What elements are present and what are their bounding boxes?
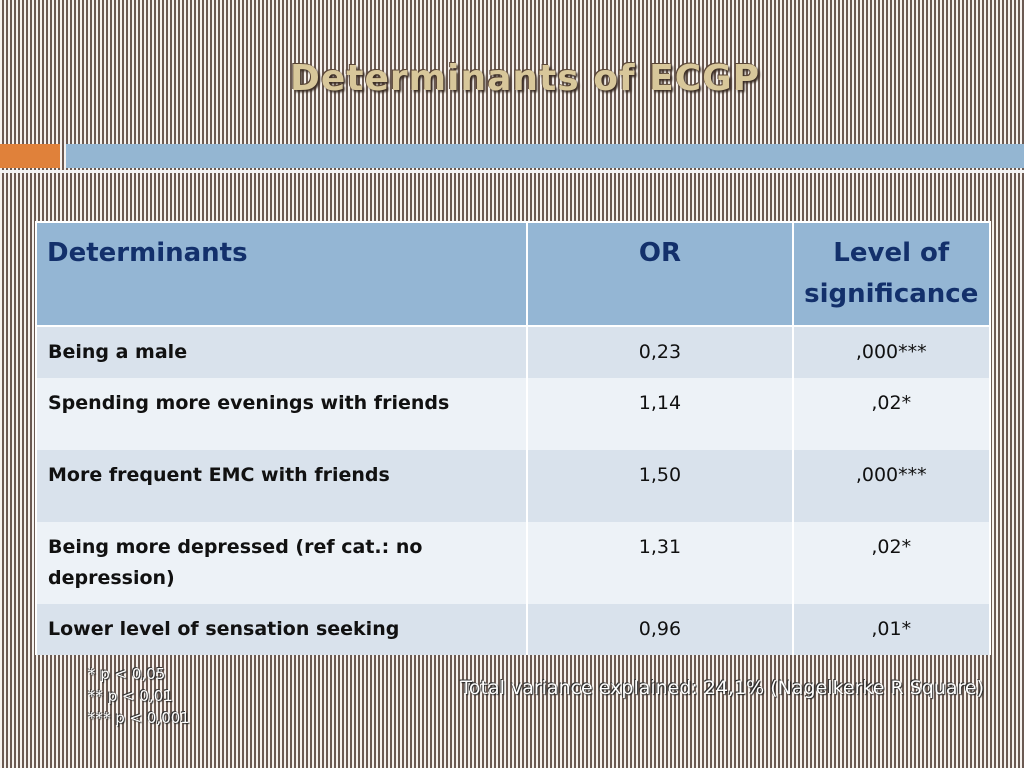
accent-bar-blue <box>66 144 1024 168</box>
significance-cell: ,02* <box>791 522 992 604</box>
note-line: ** p < 0,01 <box>88 687 173 705</box>
determinant-cell: Being a male <box>34 326 529 378</box>
significance-cell: ,000*** <box>791 326 992 378</box>
determinants-table: Determinants OR Level of significance Be… <box>34 221 992 655</box>
note-line: *** p < 0,001 <box>88 709 190 727</box>
table-row: Being more depressed (ref cat.: no depre… <box>34 522 992 604</box>
significance-notes: * p < 0,05 ** p < 0,01 *** p < 0,001 <box>88 663 190 729</box>
divider-line <box>0 170 1024 173</box>
determinant-cell: More frequent EMC with friends <box>34 450 529 522</box>
significance-cell: ,01* <box>791 604 992 655</box>
header-determinants: Determinants <box>34 221 529 327</box>
determinant-cell: Spending more evenings with friends <box>34 378 529 450</box>
significance-cell: ,000*** <box>791 450 992 522</box>
total-variance-text: Total variance explained: 24,1% (Nagelke… <box>460 677 984 699</box>
note-line: * p < 0,05 <box>88 665 166 683</box>
or-cell: 1,31 <box>526 522 794 604</box>
or-cell: 1,50 <box>526 450 794 522</box>
or-cell: 1,14 <box>526 378 794 450</box>
determinant-cell: Lower level of sensation seeking <box>34 604 529 655</box>
table-row: Spending more evenings with friends 1,14… <box>34 378 992 450</box>
significance-cell: ,02* <box>791 378 992 450</box>
header-significance: Level of significance <box>791 221 992 327</box>
accent-bar-orange <box>0 144 60 168</box>
slide-title: Determinants of ECGP <box>289 58 761 99</box>
or-cell: 0,96 <box>526 604 794 655</box>
table-row: More frequent EMC with friends 1,50 ,000… <box>34 450 992 522</box>
table-row: Being a male 0,23 ,000*** <box>34 326 992 378</box>
table-row: Lower level of sensation seeking 0,96 ,0… <box>34 604 992 655</box>
determinants-table-container: Determinants OR Level of significance Be… <box>34 221 992 655</box>
table-header-row: Determinants OR Level of significance <box>34 221 992 327</box>
or-cell: 0,23 <box>526 326 794 378</box>
determinant-cell: Being more depressed (ref cat.: no depre… <box>34 522 529 604</box>
header-or: OR <box>526 221 794 327</box>
